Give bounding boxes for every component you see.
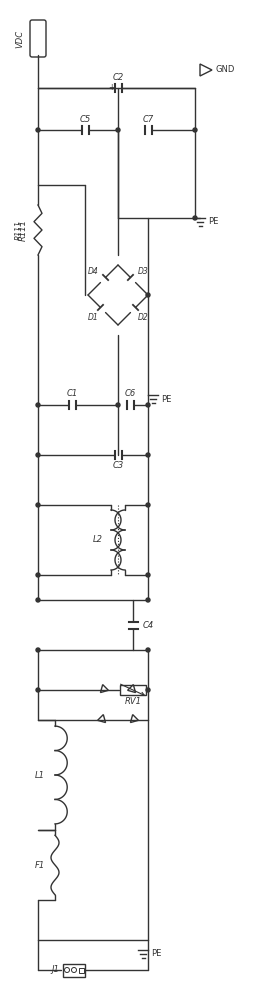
Circle shape [193,128,197,132]
Circle shape [36,403,40,407]
Text: D2: D2 [138,314,148,322]
Text: F1: F1 [35,860,45,869]
Text: C6: C6 [124,389,136,398]
Text: PE: PE [208,218,218,227]
Text: +: + [108,84,115,93]
Text: D4: D4 [88,267,98,276]
Circle shape [146,503,150,507]
Circle shape [36,453,40,457]
Text: PE: PE [151,950,161,958]
Circle shape [146,688,150,692]
Text: L1: L1 [35,770,45,780]
Circle shape [146,573,150,577]
Text: C3: C3 [112,462,124,471]
Circle shape [116,403,120,407]
Circle shape [36,128,40,132]
FancyBboxPatch shape [30,20,46,57]
Text: C1: C1 [66,389,78,398]
Circle shape [146,598,150,602]
Text: R111: R111 [19,219,28,241]
Circle shape [36,598,40,602]
Text: D3: D3 [138,267,148,276]
Text: R111: R111 [15,220,24,240]
Circle shape [36,688,40,692]
Text: C7: C7 [142,114,154,123]
Text: C5: C5 [79,114,91,123]
Text: RV1: RV1 [124,698,141,706]
Text: L2: L2 [93,536,103,544]
Circle shape [146,453,150,457]
Text: J1: J1 [51,966,59,974]
Bar [63,964,85,976]
Bar [78,968,84,972]
Text: C2: C2 [112,73,124,82]
Circle shape [36,648,40,652]
Text: GND: GND [216,66,235,75]
Circle shape [193,216,197,220]
Text: VDC: VDC [15,29,24,48]
Circle shape [36,573,40,577]
Text: D1: D1 [88,314,98,322]
Bar [120,685,146,695]
Text: PE: PE [161,394,171,403]
Text: C4: C4 [143,620,154,630]
Circle shape [146,403,150,407]
Circle shape [146,648,150,652]
Circle shape [116,128,120,132]
Circle shape [36,503,40,507]
Circle shape [146,293,150,297]
